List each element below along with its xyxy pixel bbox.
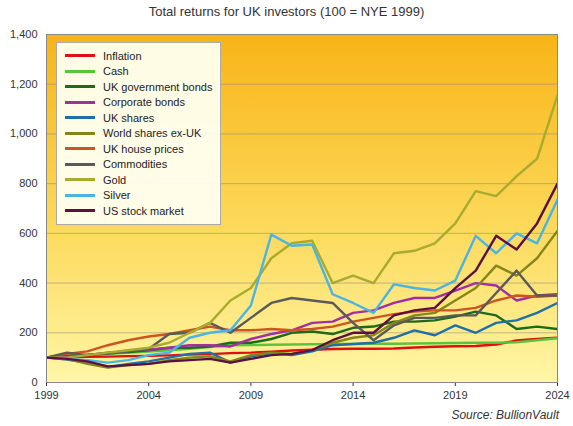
- svg-text:2004: 2004: [136, 389, 160, 401]
- svg-text:200: 200: [19, 326, 37, 338]
- html-text:Commodities: Commodities: [103, 158, 168, 171]
- svg-text:1,000: 1,000: [10, 127, 38, 139]
- html-text:Cash: Cash: [103, 65, 129, 78]
- html-text:UK shares: UK shares: [103, 111, 155, 124]
- svg-text:1999: 1999: [34, 389, 58, 401]
- svg-text:2014: 2014: [341, 389, 365, 401]
- html-text:Total returns for UK investors: Total returns for UK investors (100 = NY…: [148, 4, 425, 19]
- svg-text:400: 400: [19, 277, 37, 289]
- html-text:UK government bonds: UK government bonds: [103, 80, 213, 93]
- html-text:UK house prices: UK house prices: [103, 142, 184, 155]
- html-text:US stock market: US stock market: [103, 204, 184, 217]
- html-text:Source: BullionVault: Source: BullionVault: [451, 408, 559, 422]
- html-text:Silver: Silver: [103, 189, 131, 202]
- svg-text:1,200: 1,200: [10, 78, 38, 90]
- svg-text:1,400: 1,400: [10, 28, 38, 40]
- svg-text:2019: 2019: [443, 389, 467, 401]
- html-text:Inflation: Inflation: [103, 49, 142, 62]
- svg-text:2024: 2024: [545, 389, 569, 401]
- svg-text:2009: 2009: [239, 389, 263, 401]
- html-text:World shares ex-UK: World shares ex-UK: [103, 127, 202, 140]
- html-text:Corporate bonds: Corporate bonds: [103, 96, 185, 109]
- svg-text:600: 600: [19, 227, 37, 239]
- svg-text:800: 800: [19, 177, 37, 189]
- html-text:Gold: Gold: [103, 173, 127, 186]
- svg-text:0: 0: [31, 376, 37, 388]
